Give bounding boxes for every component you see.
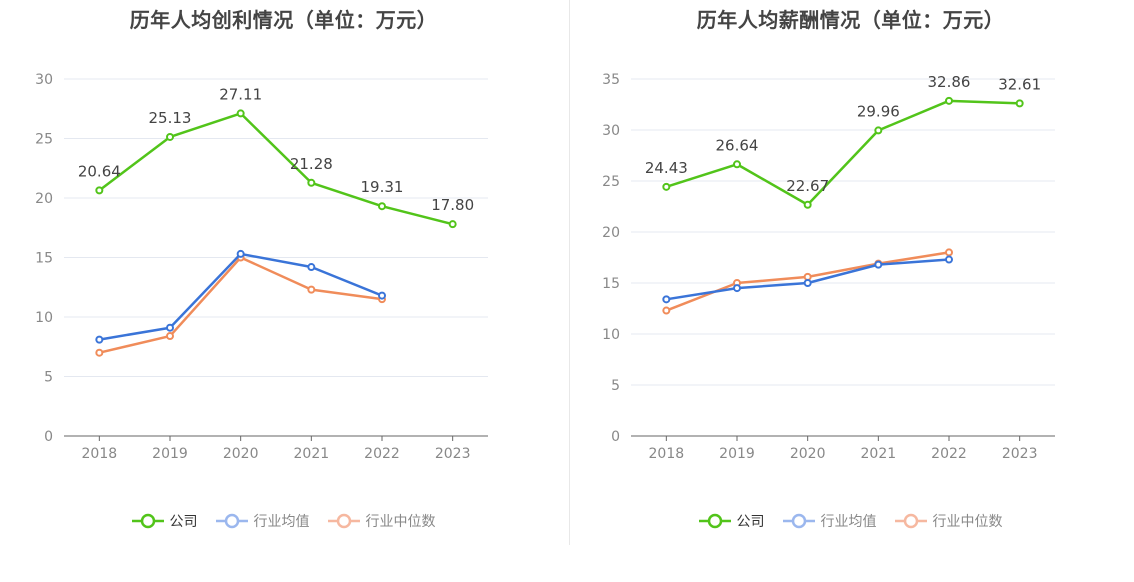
data-point-industry_median <box>803 272 812 281</box>
x-tick-label: 2022 <box>364 446 400 462</box>
legend-item-industry-median[interactable]: 行业中位数 <box>327 511 436 531</box>
legend-label-industry-avg: 行业均值 <box>253 514 310 530</box>
data-point-company <box>236 109 245 118</box>
series-line-company <box>98 112 453 226</box>
data-point-industry_avg <box>662 295 671 304</box>
x-tick-label: 2018 <box>82 446 118 462</box>
legend-line-circle-icon <box>894 513 927 529</box>
data-point-company <box>307 178 316 187</box>
data-point-company <box>803 200 812 209</box>
data-point-industry_avg <box>874 260 883 269</box>
data-label: 32.61 <box>998 75 1041 93</box>
y-tick-label: 15 <box>35 251 53 267</box>
data-point-industry_avg <box>378 291 386 300</box>
data-point-company <box>662 182 671 191</box>
y-tick-label: 0 <box>611 429 620 445</box>
data-label: 19.31 <box>361 178 404 196</box>
data-point-industry_median <box>166 332 174 341</box>
panel-divider <box>569 0 570 545</box>
chart-panel-profit: 历年人均创利情况（单位：万元） 0 5 10 15 20 25 30 2018 2019 2020… <box>0 8 567 531</box>
legend-line-circle-icon <box>327 513 360 529</box>
x-tick-label: 2020 <box>790 446 826 462</box>
data-label: 17.80 <box>431 196 474 214</box>
data-point-industry_median <box>95 348 104 357</box>
data-point-industry_median <box>662 306 671 315</box>
data-point-industry_avg <box>236 249 245 258</box>
data-point-company <box>945 96 953 105</box>
legend-item-industry-avg[interactable]: 行业均值 <box>215 511 310 531</box>
data-point-industry_median <box>307 285 316 294</box>
data-label: 32.86 <box>928 73 971 91</box>
legend-item-company[interactable]: 公司 <box>131 511 198 531</box>
x-tick-label: 2019 <box>152 446 188 462</box>
legend-line-circle-icon <box>698 513 731 529</box>
x-tick-label: 2023 <box>435 446 471 462</box>
series-line-company <box>665 99 1020 207</box>
legend-item-industry-median[interactable]: 行业中位数 <box>894 511 1003 531</box>
x-tick-label: 2019 <box>719 446 755 462</box>
legend-item-company[interactable]: 公司 <box>698 511 765 531</box>
data-point-industry_avg <box>95 335 104 344</box>
data-point-company <box>1015 99 1024 108</box>
y-tick-label: 35 <box>602 72 620 88</box>
y-tick-label: 15 <box>602 276 620 292</box>
y-tick-label: 25 <box>602 174 620 190</box>
chart-plot-salary: 0 5 10 15 20 25 30 35 2018 2019 2020 2021 2022 2023 24… <box>602 72 1055 462</box>
x-tick-label: 2022 <box>931 446 967 462</box>
data-label: 27.11 <box>219 85 262 103</box>
data-point-industry_median <box>945 248 953 257</box>
data-point-industry_avg <box>166 323 174 332</box>
x-tick-label: 2021 <box>294 446 330 462</box>
x-tick-label: 2021 <box>861 446 897 462</box>
chart-legend: 公司 行业均值 行业中位数 <box>567 511 1134 531</box>
legend-label-industry-median: 行业中位数 <box>932 514 1003 530</box>
y-tick-label: 30 <box>602 123 620 139</box>
chart-plot-profit: 0 5 10 15 20 25 30 2018 2019 2020 2021 2022 2023 20.6… <box>35 72 488 462</box>
y-tick-label: 10 <box>35 310 53 326</box>
chart-title: 历年人均创利情况（单位：万元） <box>129 8 438 32</box>
data-point-company <box>448 220 457 229</box>
data-label: 24.43 <box>645 159 688 177</box>
chart-title: 历年人均薪酬情况（单位：万元） <box>696 8 1005 32</box>
x-tick-label: 2020 <box>223 446 259 462</box>
chart-legend: 公司 行业均值 行业中位数 <box>0 511 567 531</box>
x-tick-label: 2023 <box>1002 446 1038 462</box>
data-label: 29.96 <box>857 102 900 120</box>
series-line-industry_median <box>99 256 383 354</box>
chart-panel-salary: 历年人均薪酬情况（单位：万元） 0 5 10 15 20 25 30 35 2018 2019 20… <box>567 0 1134 582</box>
legend-label-industry-avg: 行业均值 <box>820 514 877 530</box>
legend-line-circle-icon <box>782 513 815 529</box>
data-point-company <box>378 202 386 211</box>
y-tick-label: 5 <box>611 378 620 394</box>
x-tick-label: 2018 <box>649 446 685 462</box>
series-line-industry_avg <box>99 252 383 341</box>
legend-line-circle-icon <box>131 513 164 529</box>
y-tick-label: 5 <box>44 370 53 386</box>
data-point-company <box>733 160 741 169</box>
y-tick-label: 30 <box>35 72 53 88</box>
data-label: 20.64 <box>78 162 121 180</box>
data-label: 26.64 <box>716 136 759 154</box>
y-tick-label: 25 <box>35 132 53 148</box>
data-point-industry_avg <box>733 284 741 293</box>
data-point-industry_avg <box>945 255 953 264</box>
data-point-company <box>166 132 174 141</box>
legend-label-company: 公司 <box>736 514 765 530</box>
data-label: 22.67 <box>786 177 829 195</box>
legend-label-company: 公司 <box>169 514 198 530</box>
legend-label-industry-median: 行业中位数 <box>365 514 436 530</box>
data-label: 21.28 <box>290 155 333 173</box>
y-tick-label: 0 <box>44 429 53 445</box>
legend-line-circle-icon <box>215 513 248 529</box>
data-point-industry_avg <box>803 279 812 287</box>
data-point-industry_avg <box>307 263 316 272</box>
data-point-company <box>95 186 104 195</box>
y-tick-label: 20 <box>602 225 620 241</box>
y-tick-label: 20 <box>35 191 53 207</box>
legend-item-industry-avg[interactable]: 行业均值 <box>782 511 877 531</box>
data-point-company <box>874 126 883 135</box>
data-label: 25.13 <box>149 109 192 127</box>
y-tick-label: 10 <box>602 327 620 343</box>
